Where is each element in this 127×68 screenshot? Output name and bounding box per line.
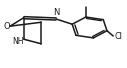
Text: O: O xyxy=(3,22,10,31)
Text: Cl: Cl xyxy=(114,32,122,41)
Text: N: N xyxy=(53,8,59,17)
Text: NH: NH xyxy=(12,37,23,46)
